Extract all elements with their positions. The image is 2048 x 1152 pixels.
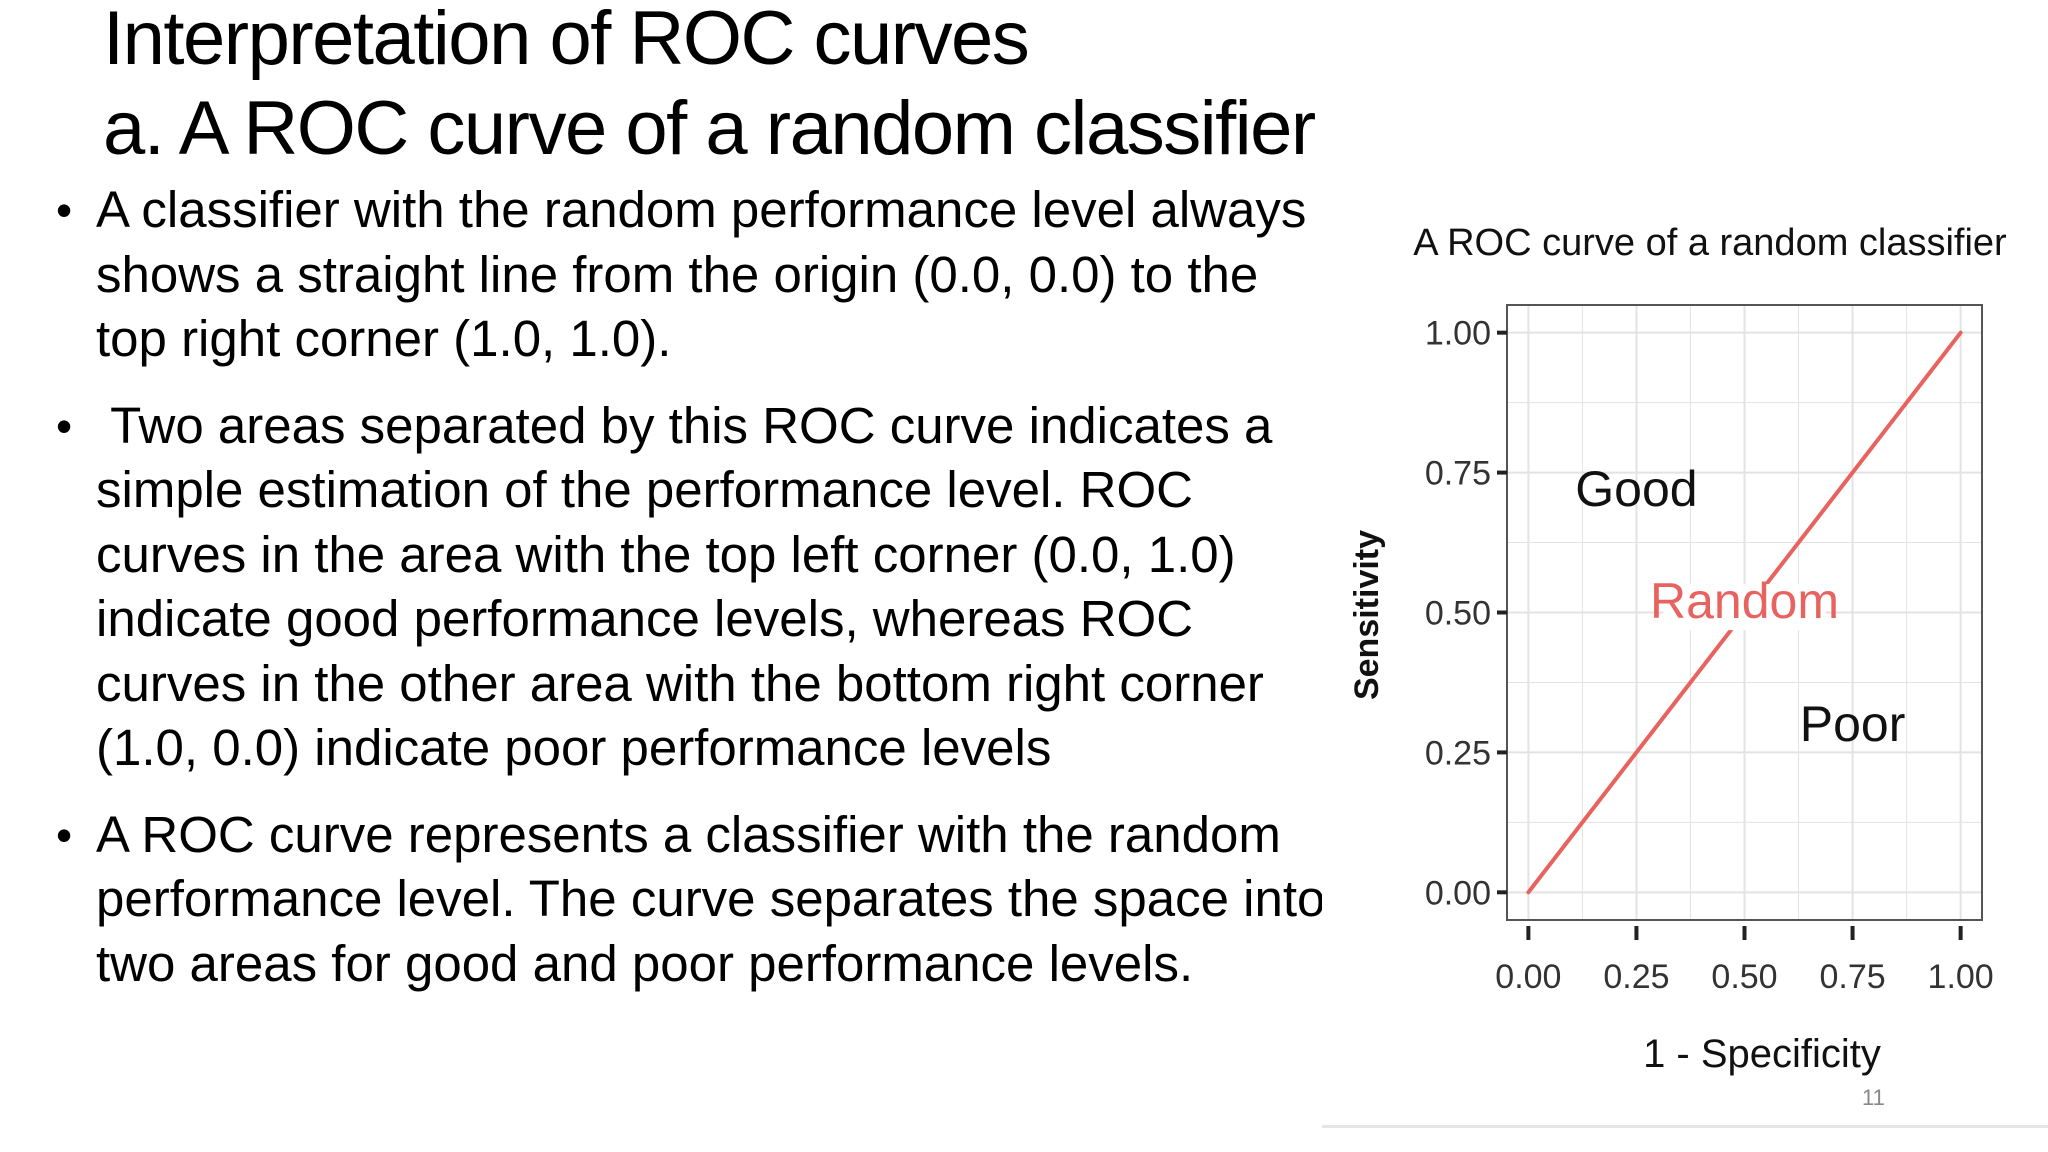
annotation-good: Good — [1575, 461, 1697, 517]
footer-rule — [1322, 1125, 2048, 1128]
slide-title: Interpretation of ROC curves a. A ROC cu… — [103, 0, 1363, 174]
chart-title: A ROC curve of a random classifier — [1413, 222, 2007, 264]
bullet-item-1: • A classifier with the random performan… — [52, 178, 1342, 372]
bullet-text-3: A ROC curve represents a classifier with… — [96, 805, 1326, 992]
x-tick-label: 0.00 — [1495, 958, 1561, 996]
annotation-random: Random — [1650, 573, 1839, 629]
bullet-glyph: • — [56, 399, 73, 452]
roc-chart: A ROC curve of a random classifier Good R… — [1348, 222, 2007, 1076]
x-tick-label: 0.50 — [1711, 958, 1777, 996]
y-tick-label: 1.00 — [1425, 315, 1491, 353]
y-tick-label: 0.75 — [1425, 455, 1491, 493]
roc-figure: A ROC curve of a random classifier Good R… — [1322, 175, 2048, 1127]
y-axis-label: Sensitivity — [1348, 530, 1386, 700]
x-tick-label: 0.75 — [1819, 958, 1885, 996]
bullet-text-1: A classifier with the random performance… — [96, 181, 1307, 367]
title-line-2: a. A ROC curve of a random classifier — [103, 86, 1316, 171]
annotation-backing — [1663, 584, 1826, 631]
bullet-item-2: • Two areas separated by this ROC curve … — [52, 394, 1342, 781]
annotation-poor: Poor — [1800, 696, 1906, 752]
bullet-item-3: • A ROC curve represents a classifier wi… — [52, 803, 1342, 997]
title-line-1: Interpretation of ROC curves — [103, 0, 1030, 81]
bullet-list: • A classifier with the random performan… — [52, 178, 1342, 1018]
bullet-glyph: • — [56, 184, 73, 236]
x-axis-label: 1 - Specificity — [1643, 1032, 1881, 1076]
y-tick-label: 0.25 — [1425, 734, 1491, 772]
bullet-text-2: Two areas separated by this ROC curve in… — [96, 396, 1287, 777]
y-tick-label: 0.00 — [1425, 874, 1491, 912]
axis-layer: 0.00 0.25 0.50 0.75 1.00 0.00 0.25 0.50 0.75 1.00 — [1425, 315, 1994, 996]
annotation-layer: Good Random Poor — [1575, 461, 1906, 752]
y-tick-label: 0.50 — [1425, 595, 1491, 633]
x-tick-label: 1.00 — [1928, 958, 1994, 996]
page-number: 11 — [1862, 1085, 1885, 1110]
bullet-glyph: • — [56, 808, 73, 861]
x-tick-label: 0.25 — [1603, 958, 1669, 996]
